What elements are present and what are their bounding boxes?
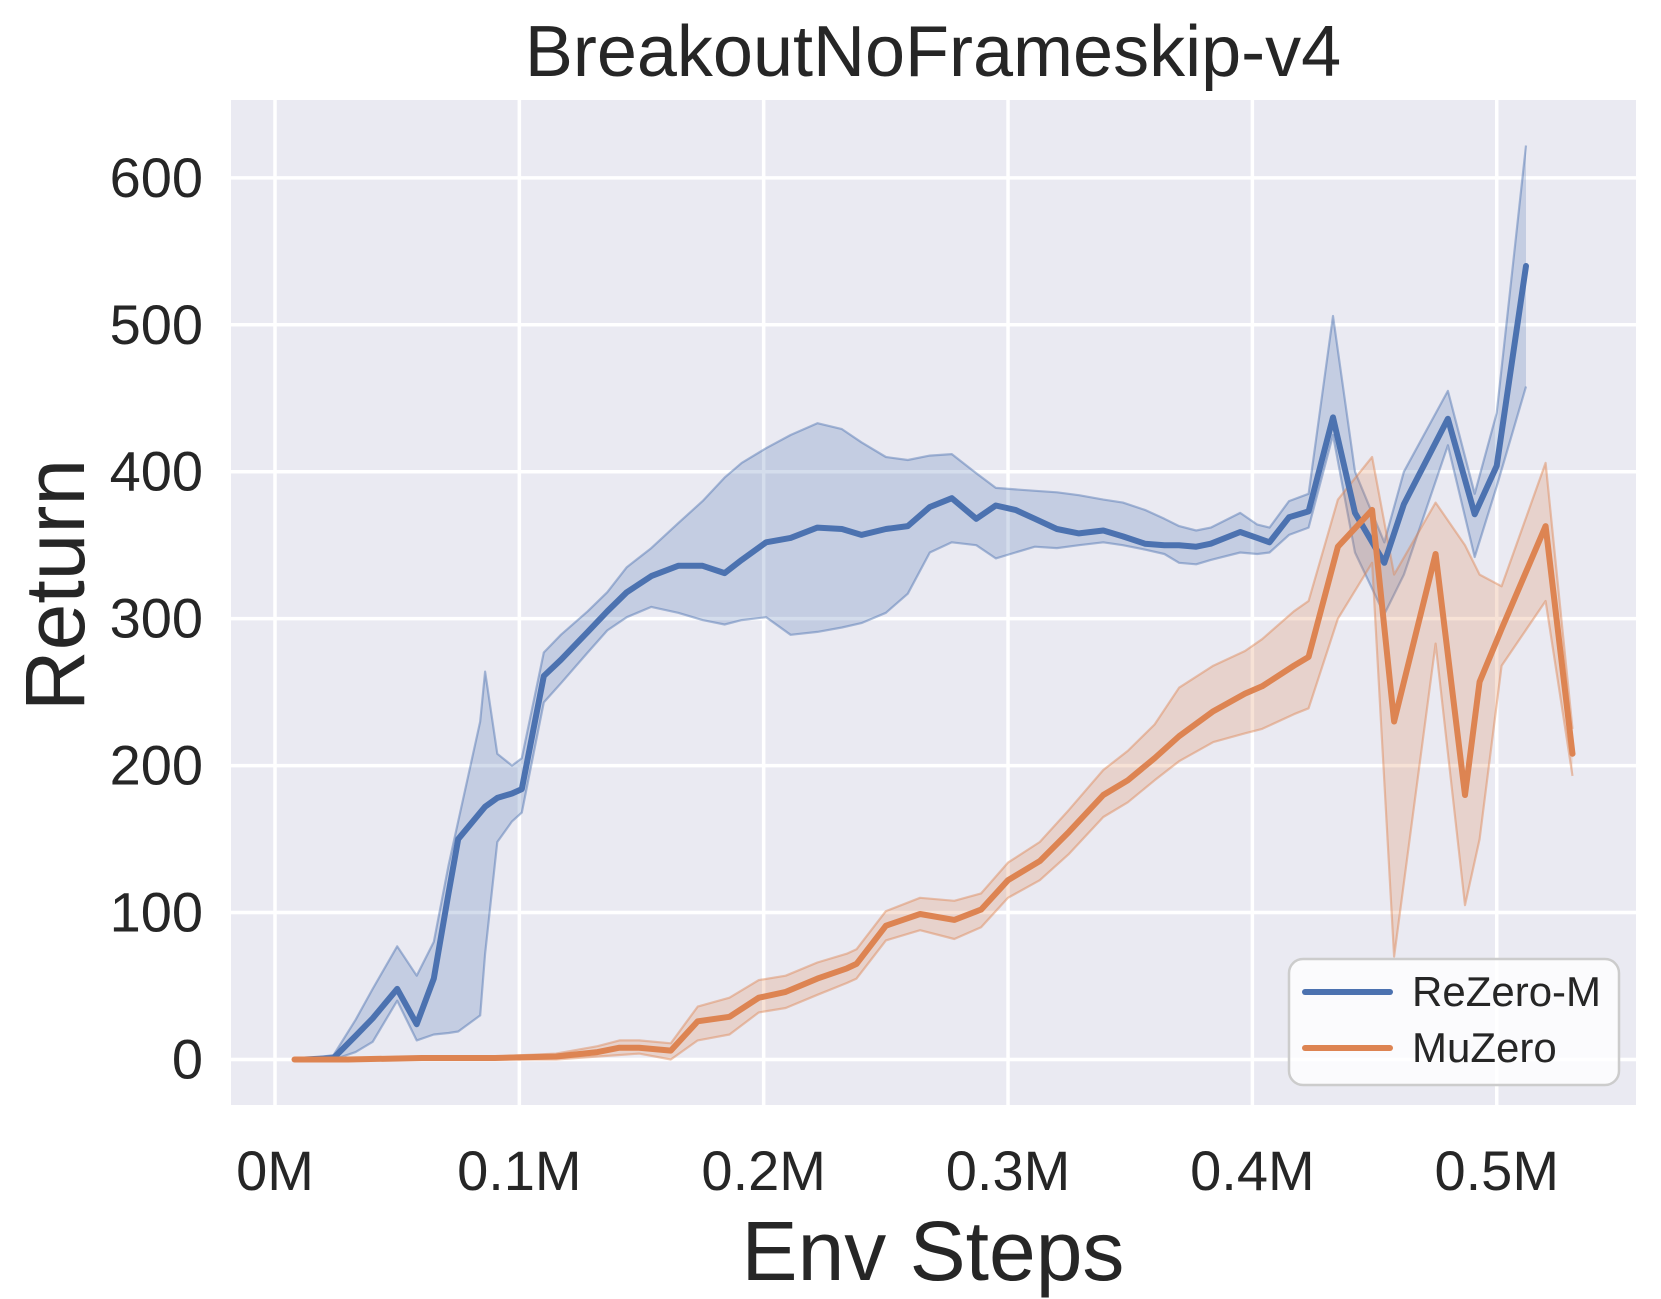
y-tick-label: 0: [172, 1027, 203, 1090]
legend-label-muzero: MuZero: [1412, 1024, 1557, 1071]
band-lower-edge-muzero: [294, 561, 1574, 1061]
y-tick-label: 600: [110, 146, 203, 209]
y-tick-label: 300: [110, 587, 203, 650]
plot-area-layer: [231, 100, 1636, 1105]
y-tick-label: 200: [110, 734, 203, 797]
x-axis-label: Env Steps: [742, 1204, 1125, 1298]
x-tick-label: 0.3M: [946, 1139, 1071, 1202]
chart-title: BreakoutNoFrameskip-v4: [525, 12, 1341, 92]
y-axis-label: Return: [8, 459, 102, 711]
band-upper-edge-rezero-m: [304, 145, 1528, 1061]
x-tick-label: 0.4M: [1190, 1139, 1315, 1202]
series-line-rezero-m: [301, 263, 1529, 1063]
legend: ReZero-M MuZero: [1287, 957, 1621, 1087]
confidence-band-muzero: [294, 457, 1573, 1060]
y-tick-label: 100: [110, 881, 203, 944]
x-tick-label: 0.2M: [701, 1139, 826, 1202]
legend-label-rezero-m: ReZero-M: [1412, 968, 1601, 1015]
x-tick-label: 0.5M: [1434, 1139, 1559, 1202]
x-tick-label: 0M: [236, 1139, 314, 1202]
y-tick-label: 500: [110, 293, 203, 356]
tick-labels-layer: 0M 0.1M 0.2M 0.3M 0.4M 0.5M 0 100 200 300 400 500 60…: [110, 146, 1559, 1202]
y-tick-label: 400: [110, 440, 203, 503]
band-upper-edge-muzero: [294, 455, 1574, 1061]
x-tick-label: 0.1M: [457, 1139, 582, 1202]
series-line-muzero: [291, 506, 1576, 1063]
confidence-band-rezero-m: [304, 145, 1526, 1060]
band-lower-edge-rezero-m: [304, 386, 1528, 1061]
plot-background: [231, 100, 1636, 1105]
